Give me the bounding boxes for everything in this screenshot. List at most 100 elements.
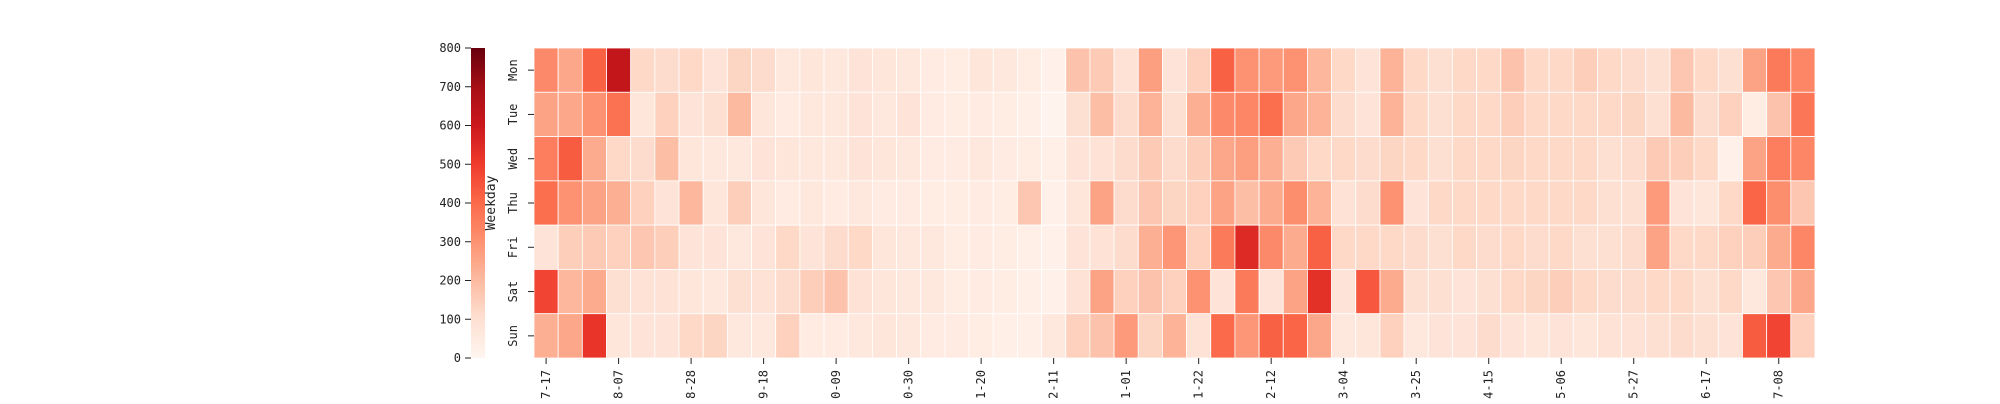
heatmap-cell: [557, 313, 583, 359]
heatmap-cell: [1355, 313, 1381, 359]
heatmap-cell: [1790, 91, 1816, 137]
heatmap-cell: [1355, 47, 1381, 93]
heatmap-cell: [1476, 224, 1502, 270]
heatmap-cell: [944, 136, 970, 182]
x-tick-label: 6-17: [1699, 370, 1713, 399]
heatmap-cell: [1355, 269, 1381, 315]
heatmap-cell: [896, 47, 922, 93]
heatmap-cell: [1089, 313, 1115, 359]
x-tick-label: 3-25: [1409, 370, 1423, 399]
x-tick-label: 7-17: [539, 370, 553, 399]
x-tick-label: 5-27: [1627, 370, 1641, 399]
heatmap-cell: [1476, 91, 1502, 137]
heatmap-cell: [1137, 180, 1163, 226]
heatmap-cell: [1693, 224, 1719, 270]
heatmap-cell: [1524, 313, 1550, 359]
heatmap-cell: [1621, 136, 1647, 182]
heatmap-cell: [1065, 313, 1091, 359]
heatmap-cell: [992, 224, 1018, 270]
heatmap-cell: [1693, 136, 1719, 182]
x-tick-label: 1-22: [1192, 370, 1206, 399]
heatmap-cell: [1476, 136, 1502, 182]
heatmap-cell: [871, 91, 897, 137]
heatmap-cell: [630, 136, 656, 182]
heatmap-cell: [1766, 91, 1792, 137]
heatmap-cell: [1427, 180, 1453, 226]
heatmap-cell: [1476, 269, 1502, 315]
heatmap-cell: [968, 136, 994, 182]
heatmap-cell: [1017, 91, 1042, 137]
heatmap-cell: [1524, 180, 1550, 226]
heatmap-cell: [581, 136, 607, 182]
heatmap-cell: [533, 91, 559, 137]
heatmap-cell: [1717, 47, 1743, 93]
heatmap-cell: [871, 224, 897, 270]
heatmap-cell: [1597, 136, 1623, 182]
heatmap-cell: [606, 224, 632, 270]
heatmap-cell: [1017, 269, 1042, 315]
heatmap-cell: [1597, 180, 1623, 226]
heatmap-cell: [1307, 47, 1333, 93]
x-tick-label: 8-28: [684, 370, 698, 399]
heatmap-cell: [871, 313, 897, 359]
heatmap-cell: [702, 180, 728, 226]
heatmap-cell: [1089, 47, 1115, 93]
heatmap-cell: [751, 91, 777, 137]
heatmap-cell: [799, 136, 825, 182]
heatmap-cell: [992, 136, 1018, 182]
heatmap-cell: [1790, 224, 1816, 270]
colorbar-gradient: [471, 48, 485, 358]
heatmap-cell: [799, 91, 825, 137]
heatmap-cell: [606, 47, 632, 93]
heatmap-cell: [1162, 136, 1187, 182]
heatmap-cell: [1137, 269, 1163, 315]
heatmap-cell: [678, 47, 704, 93]
heatmap-cell: [1234, 136, 1260, 182]
heatmap-cell: [1041, 313, 1067, 359]
heatmap-cell: [1065, 91, 1091, 137]
heatmap-cell: [1017, 313, 1042, 359]
x-tick-label: 7-08: [1772, 370, 1786, 399]
heatmap-cell: [751, 47, 777, 93]
heatmap-cell: [799, 313, 825, 359]
heatmap-cell: [1089, 91, 1115, 137]
heatmap-cell: [823, 180, 849, 226]
heatmap-cell: [1017, 136, 1042, 182]
heatmap-cell: [1717, 136, 1743, 182]
heatmap-cell: [1766, 180, 1792, 226]
heatmap-cell: [1331, 269, 1357, 315]
heatmap-cell: [1258, 47, 1284, 93]
heatmap-cell: [557, 47, 583, 93]
heatmap-cell: [1717, 313, 1743, 359]
heatmap-cell: [1017, 47, 1042, 93]
heatmap-cell: [1355, 180, 1381, 226]
heatmap-cell: [751, 269, 777, 315]
heatmap-cell: [1210, 224, 1236, 270]
heatmap-cell: [1645, 91, 1671, 137]
heatmap-cell: [1113, 47, 1139, 93]
heatmap-cell: [1041, 47, 1067, 93]
heatmap-cell: [1403, 180, 1429, 226]
heatmap-cell: [1500, 224, 1526, 270]
heatmap-cell: [1669, 91, 1695, 137]
heatmap-cell: [533, 224, 559, 270]
heatmap-cell: [630, 269, 656, 315]
heatmap-cell: [1476, 47, 1502, 93]
x-tick-label: 2-11: [1047, 370, 1061, 399]
heatmap-cell: [1162, 180, 1187, 226]
heatmap-cell: [678, 180, 704, 226]
heatmap-cell: [678, 224, 704, 270]
heatmap-cell: [1548, 136, 1574, 182]
heatmap-cell: [606, 313, 632, 359]
heatmap-cell: [1137, 136, 1163, 182]
x-tick-label: 1-20: [974, 370, 988, 399]
heatmap-cell: [1645, 136, 1671, 182]
heatmap-cell: [871, 47, 897, 93]
heatmap-cell: [1717, 269, 1743, 315]
heatmap-cell: [533, 269, 559, 315]
heatmap-cell: [1742, 313, 1768, 359]
heatmap-cell: [1572, 47, 1598, 93]
heatmap-cell: [992, 47, 1018, 93]
